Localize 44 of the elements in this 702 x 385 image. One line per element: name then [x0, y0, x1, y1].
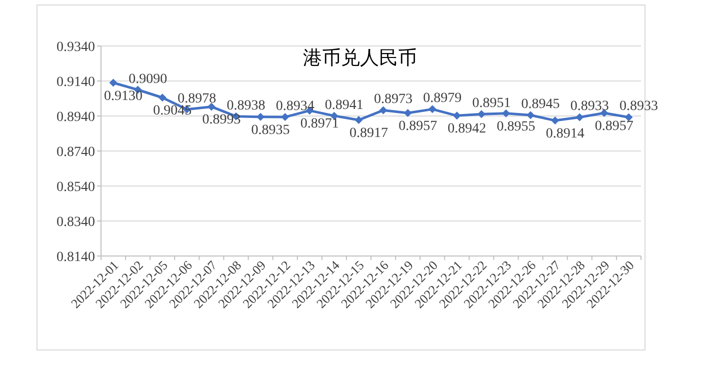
data-label: 0.8993	[202, 112, 241, 128]
data-label: 0.8951	[472, 96, 511, 112]
point	[452, 112, 461, 120]
data-label: 0.8971	[300, 116, 339, 132]
data-label: 0.8978	[178, 91, 216, 106]
data-label: 0.8941	[324, 98, 364, 113]
point	[551, 116, 560, 125]
point	[379, 106, 388, 114]
y-tick-label: 0.8140	[56, 250, 95, 265]
point	[354, 116, 363, 124]
point	[158, 94, 166, 102]
data-label: 0.8917	[349, 126, 388, 142]
data-label: 0.9090	[128, 72, 168, 87]
data-label: 0.8945	[521, 97, 560, 112]
y-tick-label: 0.9140	[56, 75, 95, 90]
data-label: 0.9130	[104, 88, 143, 104]
data-label: 0.8973	[374, 92, 413, 108]
point	[109, 78, 118, 87]
y-tick-label: 0.8740	[56, 145, 95, 160]
data-label: 0.8957	[398, 119, 438, 134]
point	[526, 111, 535, 120]
data-label: 0.8957	[594, 119, 634, 134]
data-label: 0.8942	[448, 122, 486, 137]
point	[576, 113, 584, 122]
point	[207, 102, 216, 111]
data-label: 0.8934	[276, 99, 314, 114]
chart-title: 港币兑人民币	[303, 48, 417, 69]
data-label: 0.8935	[251, 122, 290, 138]
point	[281, 113, 290, 122]
point	[428, 105, 436, 114]
data-label: 0.8955	[496, 119, 536, 134]
y-tick-label: 0.9340	[56, 40, 95, 55]
y-tick-label: 0.8340	[56, 215, 95, 230]
data-label: 0.8938	[226, 98, 266, 114]
point	[477, 110, 486, 118]
point	[404, 109, 412, 118]
point	[502, 109, 510, 118]
y-tick-label: 0.8940	[56, 110, 95, 125]
y-tick-label: 0.8540	[56, 180, 95, 195]
data-label: 0.8914	[546, 126, 584, 142]
data-label: 0.8933	[619, 99, 658, 114]
data-label: 0.9045	[153, 104, 192, 119]
data-label: 0.8979	[423, 91, 462, 106]
data-label: 0.8933	[570, 99, 609, 114]
